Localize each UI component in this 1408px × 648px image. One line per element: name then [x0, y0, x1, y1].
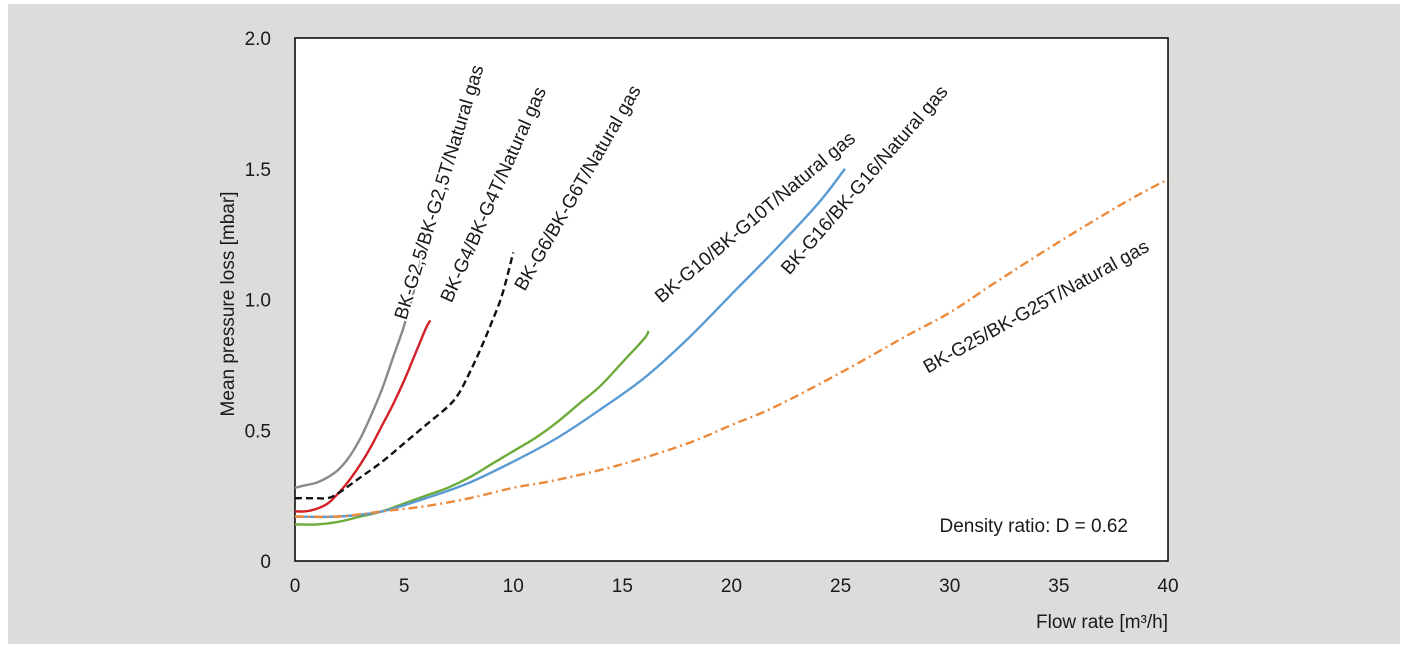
density-ratio-note: Density ratio: D = 0.62: [939, 516, 1128, 537]
x-tick-label: 30: [939, 576, 960, 597]
series-line-g16: [294, 168, 846, 519]
x-tick-label: 40: [1157, 576, 1178, 597]
series-line-g4: [294, 319, 432, 513]
x-tick-label: 20: [721, 576, 742, 597]
x-tick-label: 10: [503, 576, 524, 597]
x-tick-label: 15: [612, 576, 633, 597]
series-layer: [294, 168, 1169, 526]
y-tick-label: 2.0: [245, 29, 271, 50]
x-tick-label: 35: [1048, 576, 1069, 597]
x-axis-title: Flow rate [m³/h]: [1036, 612, 1168, 633]
y-tick-label: 0.5: [245, 421, 271, 442]
plot-area: [294, 37, 1169, 562]
plot-border: [294, 37, 1169, 562]
x-tick-label: 25: [830, 576, 851, 597]
x-tick-label: 5: [399, 576, 410, 597]
series-line-g6: [294, 252, 515, 500]
y-tick-label: 0: [260, 552, 271, 573]
y-tick-label: 1.5: [245, 160, 271, 181]
pressure-loss-chart: BK-G2,5/BK-G2,5T/Natural gasBK-G4/BK-G4T…: [218, 29, 1179, 633]
tick-labels: 0 5 10 15 20 25 30 35 40 0 0.5 1.0 1.5 2.0: [245, 29, 1179, 597]
x-tick-label: 0: [290, 576, 301, 597]
y-tick-label: 1.0: [245, 291, 271, 312]
series-line-g25: [294, 178, 1169, 519]
series-line-g10: [294, 330, 650, 526]
plot-background: [295, 38, 1168, 561]
series-line-g2-5: [294, 233, 428, 489]
chart-frame: BK-G2,5/BK-G2,5T/Natural gas BK-G4/BK-G4T…: [8, 4, 1400, 644]
y-axis-title: Mean pressure loss [mbar]: [218, 192, 239, 417]
